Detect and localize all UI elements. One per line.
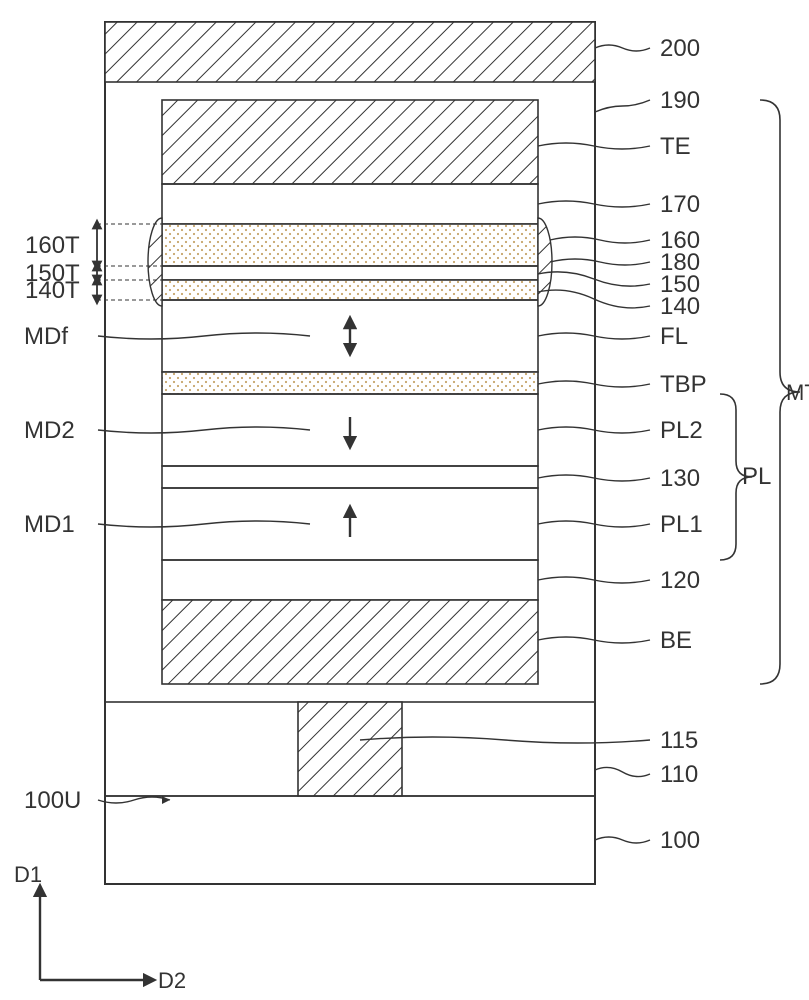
leader-160: [550, 237, 650, 243]
bracket-label-PL: PL: [742, 463, 771, 490]
label-120: 120: [660, 567, 700, 594]
leader-115: [360, 737, 650, 743]
leader-100U: [98, 797, 170, 803]
label-PL2: PL2: [660, 417, 703, 444]
label-MD1: MD1: [24, 511, 75, 538]
layer-L160: [162, 224, 538, 266]
leader-190: [595, 100, 650, 112]
layer-L130: [162, 466, 538, 488]
leader-200: [595, 45, 650, 51]
sidewall-180-right: [538, 218, 552, 306]
label-100U: 100U: [24, 787, 81, 814]
leader-MD1: [98, 521, 310, 527]
label-190: 190: [660, 87, 700, 114]
bracket-label-MTJ: MTJ: [786, 380, 809, 405]
layer-L120: [162, 560, 538, 600]
label-TBP: TBP: [660, 371, 707, 398]
leader-100: [595, 837, 650, 843]
layer-L140: [162, 280, 538, 300]
layer-TE: [162, 100, 538, 184]
leader-MD2: [98, 427, 310, 433]
leader-110: [595, 767, 650, 776]
layer-L150: [162, 266, 538, 280]
label-PL1: PL1: [660, 511, 703, 538]
layer-L115: [298, 702, 402, 796]
label-130: 130: [660, 465, 700, 492]
label-MDf: MDf: [24, 323, 68, 350]
axis-d1-label: D1: [14, 862, 42, 887]
label-FL: FL: [660, 323, 688, 350]
label-BE: BE: [660, 627, 692, 654]
thickness-label-140T: 140T: [25, 277, 80, 304]
leader-MDf: [98, 333, 310, 339]
label-110: 110: [660, 761, 698, 788]
label-TE: TE: [660, 133, 691, 160]
label-170: 170: [660, 191, 700, 218]
sidewall-180-left: [148, 218, 162, 306]
leader-180: [550, 259, 650, 265]
thickness-label-160T: 160T: [25, 232, 80, 259]
label-115: 115: [660, 727, 698, 754]
layer-TBP: [162, 372, 538, 394]
label-140: 140: [660, 293, 700, 320]
layer-L170: [162, 184, 538, 224]
label-MD2: MD2: [24, 417, 75, 444]
label-100: 100: [660, 827, 700, 854]
axis-d2-label: D2: [158, 968, 186, 993]
leader-arrow-100U: [162, 796, 170, 804]
layer-BE: [162, 600, 538, 684]
layer-L100: [105, 796, 595, 884]
label-200: 200: [660, 35, 700, 62]
layer-L200: [105, 22, 595, 82]
